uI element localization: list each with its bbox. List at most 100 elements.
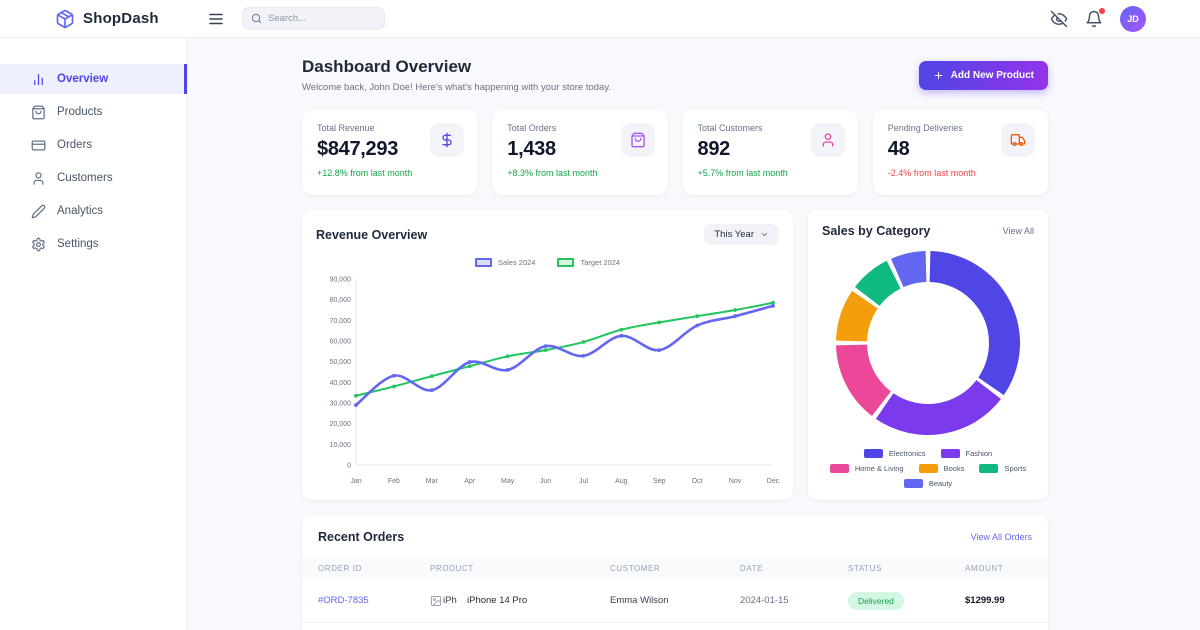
order-amount: $1299.99 (965, 595, 1005, 606)
brand-name: ShopDash (83, 10, 159, 27)
stats-row: Total Revenue $847,293 +12.8% from last … (302, 110, 1048, 195)
year-range-select[interactable]: This Year (704, 224, 779, 245)
donut-legend-item[interactable]: Sports (979, 464, 1026, 473)
svg-text:60,000: 60,000 (330, 339, 352, 346)
col-date: Date (740, 563, 764, 573)
sidebar-item-overview[interactable]: Overview (0, 64, 187, 94)
svg-text:90,000: 90,000 (330, 277, 352, 284)
user-icon (33, 171, 44, 185)
stat-card-deliveries: Pending Deliveries 48 -2.4% from last mo… (872, 110, 1048, 195)
customer-name: Emma Wilson (610, 595, 669, 606)
view-all-orders-link[interactable]: View All Orders (970, 532, 1032, 542)
svg-text:Dec: Dec (767, 478, 779, 485)
sales-by-category-card: Sales by Category View All Electronics Fa… (808, 210, 1048, 500)
line-chart-legend: Sales 2024 Target 2024 (316, 258, 779, 267)
legend-swatch (979, 464, 999, 473)
svg-text:Sep: Sep (653, 478, 666, 485)
stat-value: 1,438 (507, 138, 556, 160)
stat-card-revenue: Total Revenue $847,293 +12.8% from last … (302, 110, 478, 195)
legend-swatch (903, 479, 923, 488)
brand-logo: ShopDash (0, 9, 188, 29)
sidebar-item-analytics[interactable]: Analytics (0, 196, 187, 226)
svg-text:Mar: Mar (426, 478, 439, 485)
table-row: #ORD-7835 iPh iPhone 14 Pro Emma Wilson … (302, 579, 1048, 623)
legend-item[interactable]: Sales 2024 (474, 258, 535, 267)
page-subtitle: Welcome back, John Doe! Here's what's ha… (302, 82, 612, 93)
truck-icon (1001, 123, 1035, 157)
donut-legend-item[interactable]: Electronics (863, 449, 926, 458)
credit-card-icon (31, 140, 46, 150)
order-id-link[interactable]: #ORD-7835 (318, 595, 369, 606)
add-new-product-button[interactable]: Add New Product (918, 60, 1048, 90)
col-order-id: Order ID (318, 563, 362, 573)
legend-swatch (918, 464, 938, 473)
sidebar-item-products[interactable]: Products (0, 97, 187, 127)
sidebar: Overview Products Orders Customers Analy… (0, 38, 188, 630)
svg-text:0: 0 (347, 463, 351, 470)
stat-delta: +5.7% from last month (697, 168, 788, 178)
stat-card-customers: Total Customers 892 +5.7% from last mont… (682, 110, 858, 195)
table-row (302, 623, 1048, 630)
chevron-down-icon (761, 233, 768, 236)
legend-swatch (863, 449, 883, 458)
sidebar-item-label: Orders (57, 139, 93, 151)
donut-legend-item[interactable]: Beauty (903, 479, 952, 488)
plus-icon (934, 71, 942, 79)
sidebar-item-customers[interactable]: Customers (0, 163, 187, 193)
stat-value: $847,293 (317, 138, 399, 160)
avatar[interactable]: JD (1120, 5, 1146, 32)
stat-delta: +8.3% from last month (507, 168, 598, 178)
order-date: 2024-01-15 (740, 595, 789, 606)
bell-icon[interactable] (1085, 7, 1105, 28)
legend-swatch (940, 449, 960, 458)
svg-text:70,000: 70,000 (330, 318, 352, 325)
product-name: iPhone 14 Pro (467, 595, 528, 606)
stat-delta: -2.4% from last month (887, 168, 976, 178)
broken-image-icon: iPh (430, 595, 460, 607)
donut-legend-item[interactable]: Home & Living (829, 464, 904, 473)
stat-label: Pending Deliveries (887, 123, 963, 133)
svg-text:80,000: 80,000 (330, 297, 352, 304)
stat-label: Total Customers (697, 123, 763, 133)
svg-text:Jul: Jul (579, 478, 588, 485)
donut-legend: Electronics Fashion Home & Living Books Spor… (822, 449, 1034, 488)
user-icon (810, 123, 845, 157)
revenue-chart-title: Revenue Overview (316, 227, 428, 242)
view-all-link[interactable]: View All (1002, 226, 1034, 236)
col-product: Product (430, 563, 474, 573)
search-input[interactable] (268, 13, 376, 24)
menu-icon[interactable] (207, 10, 225, 28)
svg-text:Nov: Nov (729, 478, 742, 485)
col-customer: Customer (610, 563, 661, 573)
eye-off-icon[interactable] (1050, 10, 1068, 28)
svg-text:Feb: Feb (388, 478, 400, 485)
table-header: Order ID Product Customer Date Status Am… (302, 557, 1048, 579)
legend-swatch (557, 258, 575, 267)
sidebar-item-settings[interactable]: Settings (0, 229, 187, 259)
page-title: Dashboard Overview (302, 57, 472, 76)
category-donut-chart (836, 251, 1020, 435)
search-icon (251, 13, 262, 24)
sidebar-item-label: Overview (57, 73, 109, 85)
gear-icon (32, 237, 45, 251)
revenue-line-chart: 0 10,000 20,000 30,000 40,000 50,000 60,000 70,… (330, 277, 780, 486)
donut-legend-item[interactable]: Books (918, 464, 964, 473)
notification-dot (1099, 7, 1105, 14)
recent-orders-card: Recent Orders View All Orders Order ID P… (302, 515, 1048, 630)
sidebar-item-orders[interactable]: Orders (0, 130, 187, 160)
sidebar-item-label: Analytics (57, 205, 104, 217)
svg-text:50,000: 50,000 (330, 359, 352, 366)
svg-text:30,000: 30,000 (330, 401, 352, 408)
donut-legend-item[interactable]: Fashion (940, 449, 992, 458)
product-cell: iPh iPhone 14 Pro (430, 595, 610, 607)
legend-swatch (829, 464, 849, 473)
stat-value: 48 (887, 138, 910, 160)
svg-text:Oct: Oct (692, 478, 703, 485)
shopping-bag-icon (620, 123, 655, 157)
status-badge: Delivered (848, 591, 904, 610)
search-box[interactable] (242, 7, 385, 30)
top-bar: ShopDash JD (0, 0, 1200, 38)
pen-icon (31, 204, 46, 218)
legend-item[interactable]: Target 2024 (557, 258, 620, 267)
package-icon (56, 9, 74, 28)
